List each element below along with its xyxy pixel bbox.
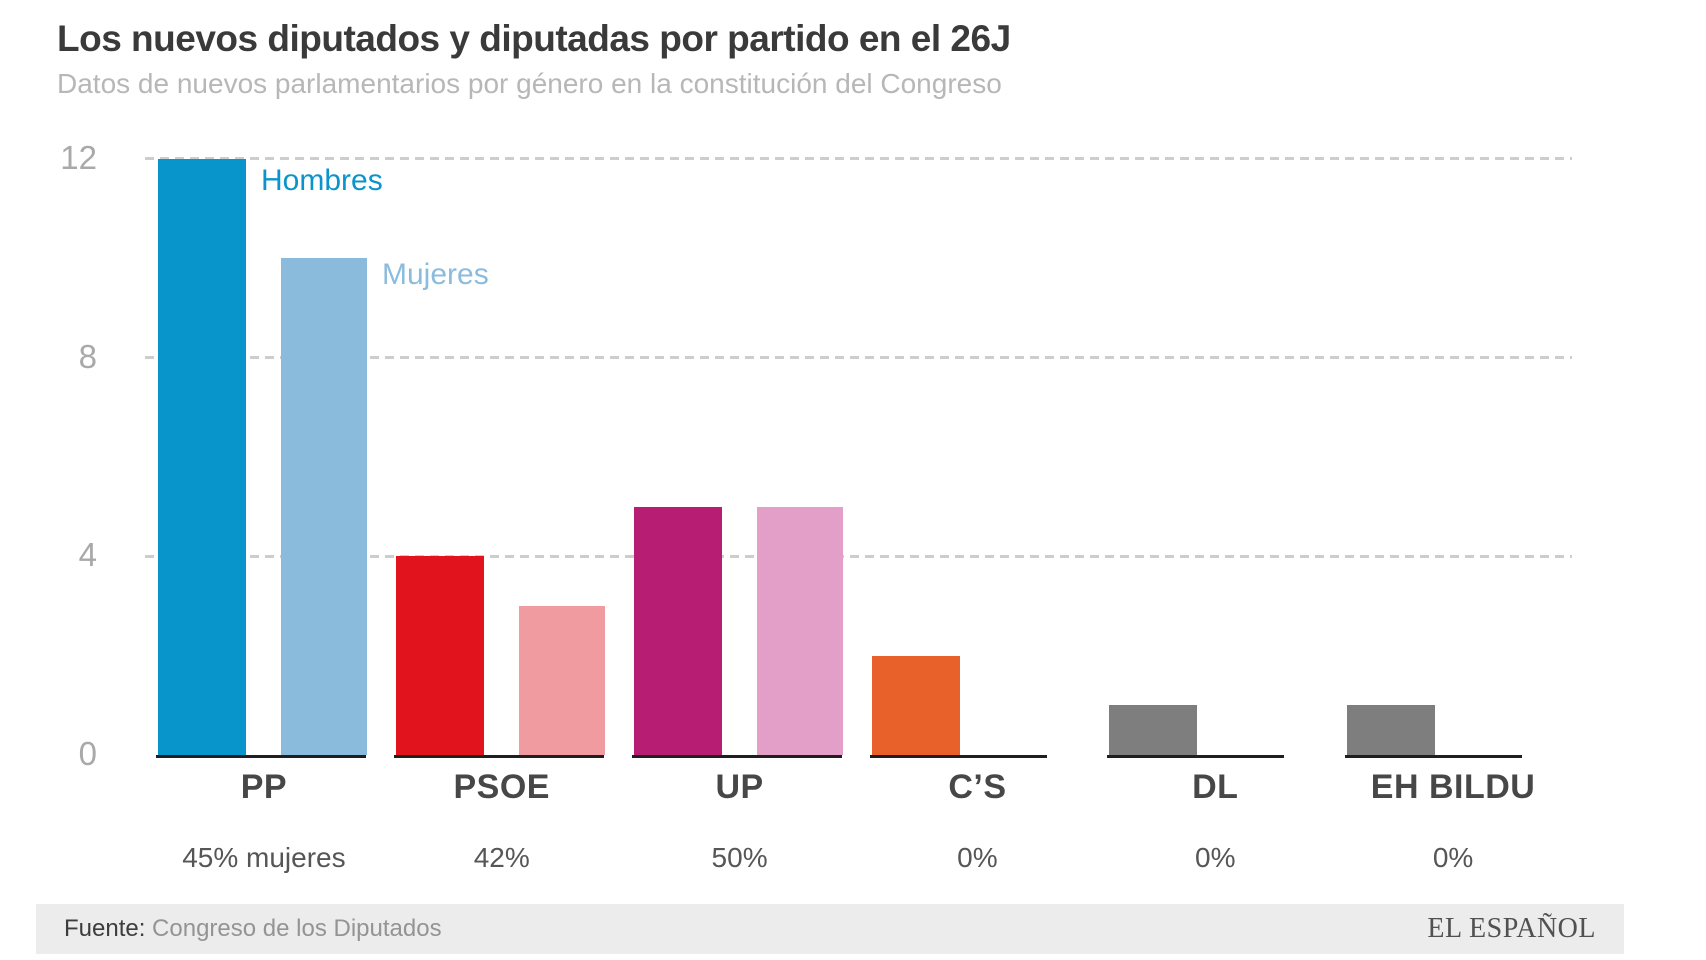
- pct-mujeres-label-C’S: 0%: [957, 842, 998, 873]
- category-label-DL: DL: [1192, 768, 1239, 806]
- footer-bar: Fuente: Congreso de los Diputados EL ESP…: [36, 904, 1624, 954]
- pct-mujeres-label-UP: 50%: [711, 842, 768, 873]
- bar-mujeres-UP: [756, 506, 843, 755]
- category-label-C’S: C’S: [948, 768, 1007, 806]
- legend-label-mujeres: Mujeres: [382, 258, 489, 291]
- gridline-4: [145, 554, 1572, 558]
- bar-hombres-EH BILDU: [1347, 705, 1436, 755]
- gridline-8: [145, 356, 1572, 360]
- bar-hombres-C’S: [871, 655, 960, 755]
- legend-label-hombres: Hombres: [261, 164, 383, 197]
- bar-hombres-PP: [158, 158, 246, 755]
- bar-mujeres-PP: [281, 258, 367, 755]
- pct-mujeres-label-EH BILDU: 0%: [1432, 842, 1474, 873]
- bar-hombres-UP: [633, 506, 722, 755]
- category-label-PSOE: PSOE: [453, 768, 550, 806]
- x-axis-baseline-PP: [156, 755, 366, 758]
- x-axis-baseline-EH BILDU: [1345, 755, 1523, 758]
- brand-logo-el-espanol: EL ESPAÑOL: [1427, 913, 1596, 944]
- x-axis-baseline-DL: [1107, 755, 1285, 758]
- chart-subtitle: Datos de nuevos parlamentarios por géner…: [57, 68, 1002, 99]
- category-label-EH BILDU: EH BILDU: [1370, 768, 1536, 806]
- bar-hombres-DL: [1109, 705, 1198, 755]
- source-label: Fuente:: [64, 915, 146, 942]
- x-axis-baseline-C’S: [869, 755, 1047, 758]
- y-axis-tick-0: 0: [78, 735, 97, 772]
- x-axis-baseline-PSOE: [393, 755, 604, 758]
- category-label-PP: PP: [240, 768, 288, 806]
- y-axis-tick-12: 12: [60, 138, 97, 176]
- pct-mujeres-label-DL: 0%: [1195, 842, 1236, 873]
- bar-mujeres-PSOE: [518, 605, 605, 755]
- pct-mujeres-label-PP: 45% mujeres: [182, 842, 346, 873]
- source-text: Fuente: Congreso de los Diputados: [64, 915, 442, 943]
- y-axis-tick-4: 4: [78, 536, 97, 574]
- chart-title: Los nuevos diputados y diputadas por par…: [57, 18, 1011, 59]
- x-axis-baseline-UP: [631, 755, 842, 758]
- pct-mujeres-label-PSOE: 42%: [473, 842, 530, 873]
- y-axis-tick-8: 8: [78, 337, 97, 375]
- category-label-UP: UP: [715, 768, 764, 806]
- bar-hombres-PSOE: [395, 556, 484, 755]
- source-value: Congreso de los Diputados: [145, 915, 442, 942]
- gridline-12: [145, 157, 1572, 161]
